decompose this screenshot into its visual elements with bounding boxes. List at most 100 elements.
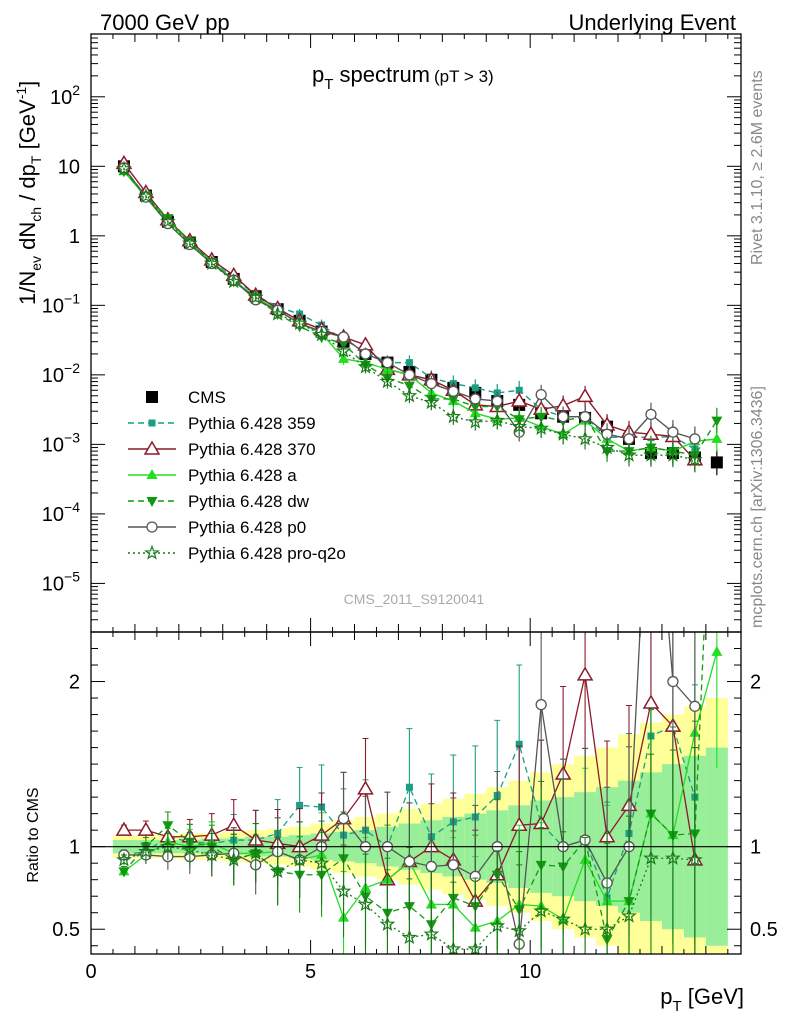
data-point	[515, 386, 523, 394]
ratio-point	[515, 740, 523, 748]
ratio-y-tick-label-right: 0.5	[750, 919, 778, 941]
data-point	[577, 430, 593, 446]
ratio-point	[291, 851, 308, 867]
ratio-point	[621, 907, 637, 923]
legend-swatch-marker	[146, 391, 158, 403]
legend-swatch-marker	[144, 544, 160, 560]
ratio-point	[689, 700, 701, 712]
data-point	[535, 388, 547, 401]
legend-swatch-marker	[148, 419, 156, 427]
series-line	[123, 170, 718, 456]
legend-label: Pythia 6.428 359	[188, 414, 316, 433]
series-line	[123, 167, 696, 450]
data-point	[291, 315, 308, 331]
legend-entry: Pythia 6.428 a	[128, 466, 297, 485]
main-panel-series	[115, 154, 723, 476]
ratio-point	[533, 902, 550, 918]
data-point	[665, 446, 681, 462]
ratio-point	[511, 922, 528, 938]
legend-swatch-marker	[143, 440, 161, 455]
data-point	[667, 426, 679, 438]
analysis-id-label: CMS_2011_S9120041	[344, 591, 485, 607]
legend-label: Pythia 6.428 a	[188, 466, 297, 485]
ratio-frame	[90, 631, 742, 955]
y-tick-label: 102	[50, 82, 80, 109]
ratio-y-tick-label-right: 1	[750, 837, 761, 859]
ratio-point	[535, 699, 547, 711]
data-point	[645, 408, 657, 421]
data-point	[337, 331, 350, 343]
ratio-point	[665, 849, 681, 865]
data-point	[623, 433, 635, 445]
data-point	[381, 356, 394, 369]
data-point	[469, 402, 481, 413]
data-point	[116, 160, 132, 176]
legend-swatch-marker	[146, 469, 158, 479]
ratio-point	[687, 851, 703, 867]
x-tick-label: 10	[519, 961, 541, 983]
y-tick-label: 10−4	[42, 499, 80, 526]
data-point	[335, 342, 352, 358]
data-point	[491, 395, 503, 407]
data-point	[447, 394, 459, 405]
data-point	[510, 392, 528, 407]
ratio-point	[423, 925, 440, 941]
data-point	[710, 456, 723, 469]
ratio-point	[711, 347, 722, 357]
legend-entry: Pythia 6.428 pro-q2o	[128, 544, 346, 563]
ratio-point	[467, 940, 484, 954]
ratio-y-tick-label: 1	[69, 837, 80, 859]
data-point	[445, 408, 462, 424]
data-point	[138, 188, 154, 203]
data-point	[379, 373, 396, 389]
data-point	[181, 235, 198, 250]
series-pythia-6-428-p0	[118, 162, 701, 452]
data-point	[203, 255, 220, 271]
ratio-point	[555, 911, 571, 926]
legend-entry: Pythia 6.428 dw	[128, 492, 310, 511]
data-point	[401, 387, 418, 403]
ratio-point	[642, 694, 660, 709]
ratio-point	[425, 860, 438, 873]
x-tick-label: 0	[85, 961, 96, 983]
data-point	[359, 348, 372, 360]
data-point	[269, 305, 286, 321]
y-tick-label: 10	[58, 156, 80, 178]
ratio-y-tick-label-right: 2	[750, 672, 761, 694]
ratio-point	[296, 801, 304, 809]
ratio-y-tick-label: 2	[69, 672, 80, 694]
legend-label: CMS	[188, 388, 226, 407]
data-point	[599, 439, 615, 455]
ratio-panel-series	[91, 347, 741, 954]
data-point	[313, 326, 330, 342]
y-tick-label: 10−2	[42, 360, 80, 387]
data-point	[643, 446, 659, 462]
ratio-point	[225, 851, 242, 867]
y-tick-label: 1	[69, 226, 80, 248]
legend-entry: CMS	[146, 388, 226, 407]
legend: CMS Pythia 6.428 359 Pythia 6.428 370 Pythi…	[128, 388, 346, 563]
ratio-line	[123, 651, 718, 929]
main-series-group	[115, 154, 723, 476]
data-point	[689, 433, 701, 445]
legend-swatch-marker	[146, 497, 158, 507]
ratio-series-pythia-6-428-pro-q2o	[116, 747, 703, 954]
ratio-point	[247, 845, 264, 860]
legend-label: Pythia 6.428 p0	[188, 518, 306, 537]
main-y-label: 1/Nev dNch / dpT [GeV-1]	[13, 81, 44, 305]
ratio-point	[115, 821, 133, 836]
data-point	[511, 418, 528, 434]
axes: 0 5 10 102 10 1 10−1 10−2 10−3 10−4 10−5 0.5 0.5 1 1 2 2	[42, 33, 778, 983]
ratio-point	[337, 812, 350, 825]
ratio-point	[203, 846, 220, 862]
data-point	[160, 213, 176, 229]
data-point	[357, 358, 374, 374]
data-point	[425, 377, 438, 390]
data-point	[447, 385, 459, 397]
ratio-point	[181, 841, 198, 857]
ratio-point	[116, 851, 132, 867]
data-point	[579, 411, 591, 423]
data-point	[403, 369, 416, 381]
data-point	[247, 289, 264, 305]
ratio-y-label: Ratio to CMS	[25, 787, 42, 882]
